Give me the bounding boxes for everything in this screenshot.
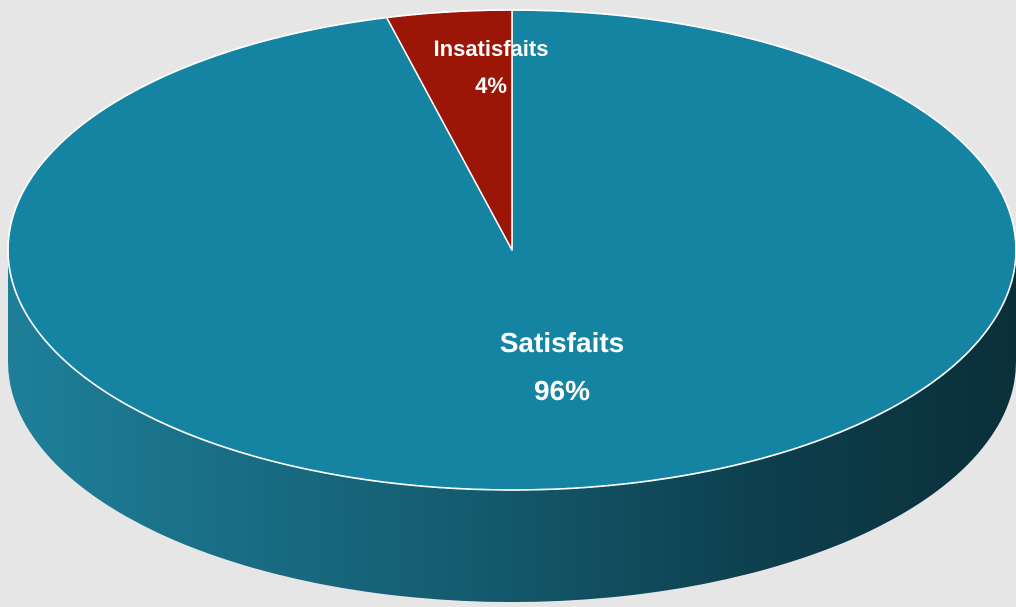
pie-label-layer: Satisfaits 96% Insatisfaits 4% (434, 36, 625, 406)
pie-top-rim (7, 9, 1016, 491)
slice-label-insatisfaits: Insatisfaits (434, 36, 549, 61)
pie-top-layer (7, 9, 1016, 491)
pie-side-layer (8, 250, 1016, 602)
slice-label-satisfaits: Satisfaits (500, 327, 625, 358)
pie-side-wall (8, 250, 1016, 602)
slice-value-label-insatisfaits: 4% (475, 73, 507, 98)
slice-value-label-satisfaits: 96% (534, 375, 590, 406)
